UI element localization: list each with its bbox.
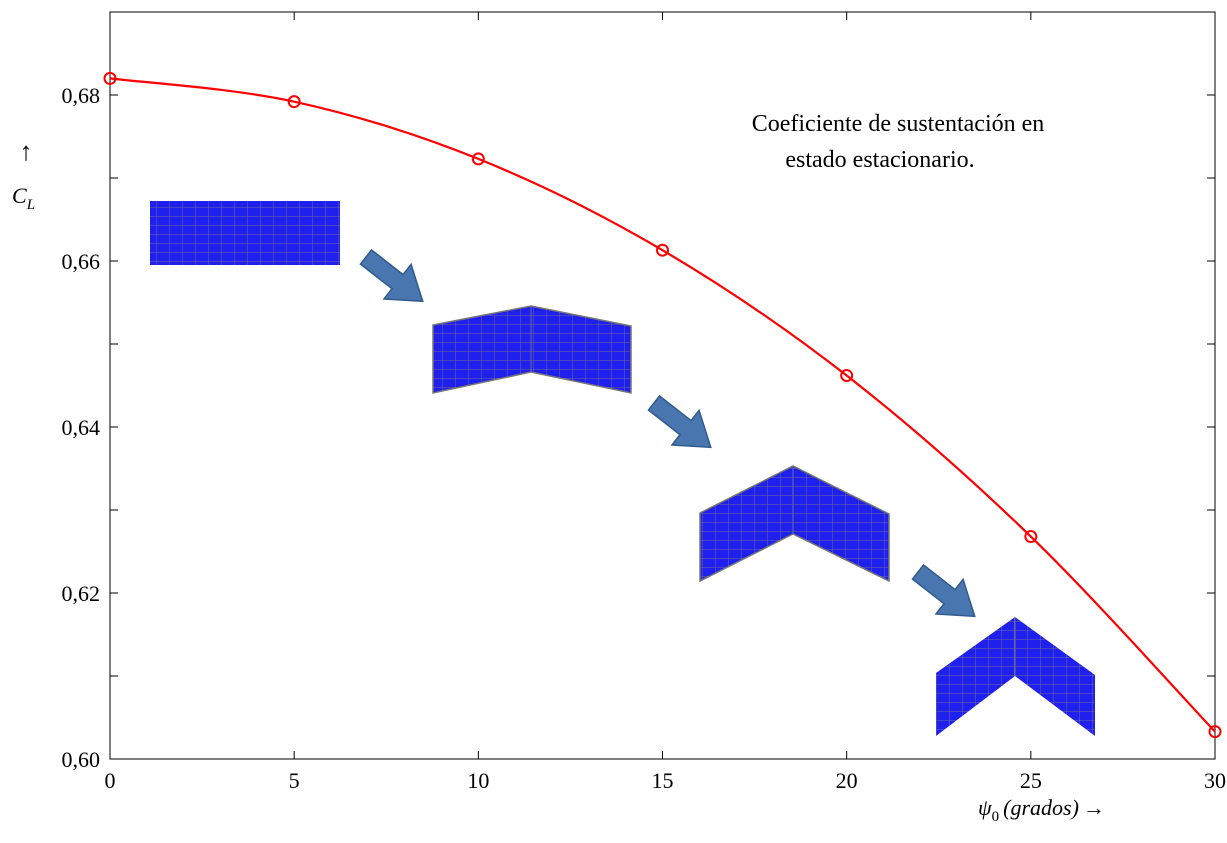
x-tick-label: 10	[467, 768, 489, 793]
y-tick-label: 0,60	[62, 747, 101, 772]
x-axis-unit: (grados)	[1003, 795, 1079, 820]
x-tick-label: 20	[836, 768, 858, 793]
annotation-line-2: estado estacionario.	[785, 147, 974, 173]
y-axis-symbol: C	[12, 183, 27, 208]
transition-arrow-1	[352, 240, 436, 319]
y-axis-subscript: L	[26, 197, 35, 213]
x-tick-label: 15	[652, 768, 674, 793]
x-tick-label: 30	[1204, 768, 1226, 793]
wing-dihedral-large	[936, 617, 1095, 736]
transition-arrow-3	[904, 555, 988, 634]
transition-arrow-2	[640, 386, 724, 465]
y-tick-label: 0,68	[62, 83, 101, 108]
x-tick-label: 0	[105, 768, 116, 793]
wing-dihedral-small	[433, 306, 631, 393]
y-tick-label: 0,66	[62, 249, 101, 274]
x-axis-arrow: →	[1083, 795, 1105, 820]
y-axis-arrow: ↑	[20, 137, 33, 166]
y-tick-label: 0,64	[62, 415, 101, 440]
y-tick-label: 0,62	[62, 581, 101, 606]
x-axis-symbol: ψ	[978, 795, 992, 820]
wing-dihedral-medium	[700, 466, 889, 581]
x-tick-label: 25	[1020, 768, 1042, 793]
x-axis-label: ψ0 (grados) →	[978, 795, 1105, 825]
annotation-line-1: Coeficiente de sustentación en	[752, 111, 1045, 137]
x-axis-subscript: 0	[992, 809, 1000, 825]
x-tick-label: 5	[289, 768, 300, 793]
y-axis-label: CL	[12, 183, 35, 213]
wing-flat	[150, 201, 340, 265]
